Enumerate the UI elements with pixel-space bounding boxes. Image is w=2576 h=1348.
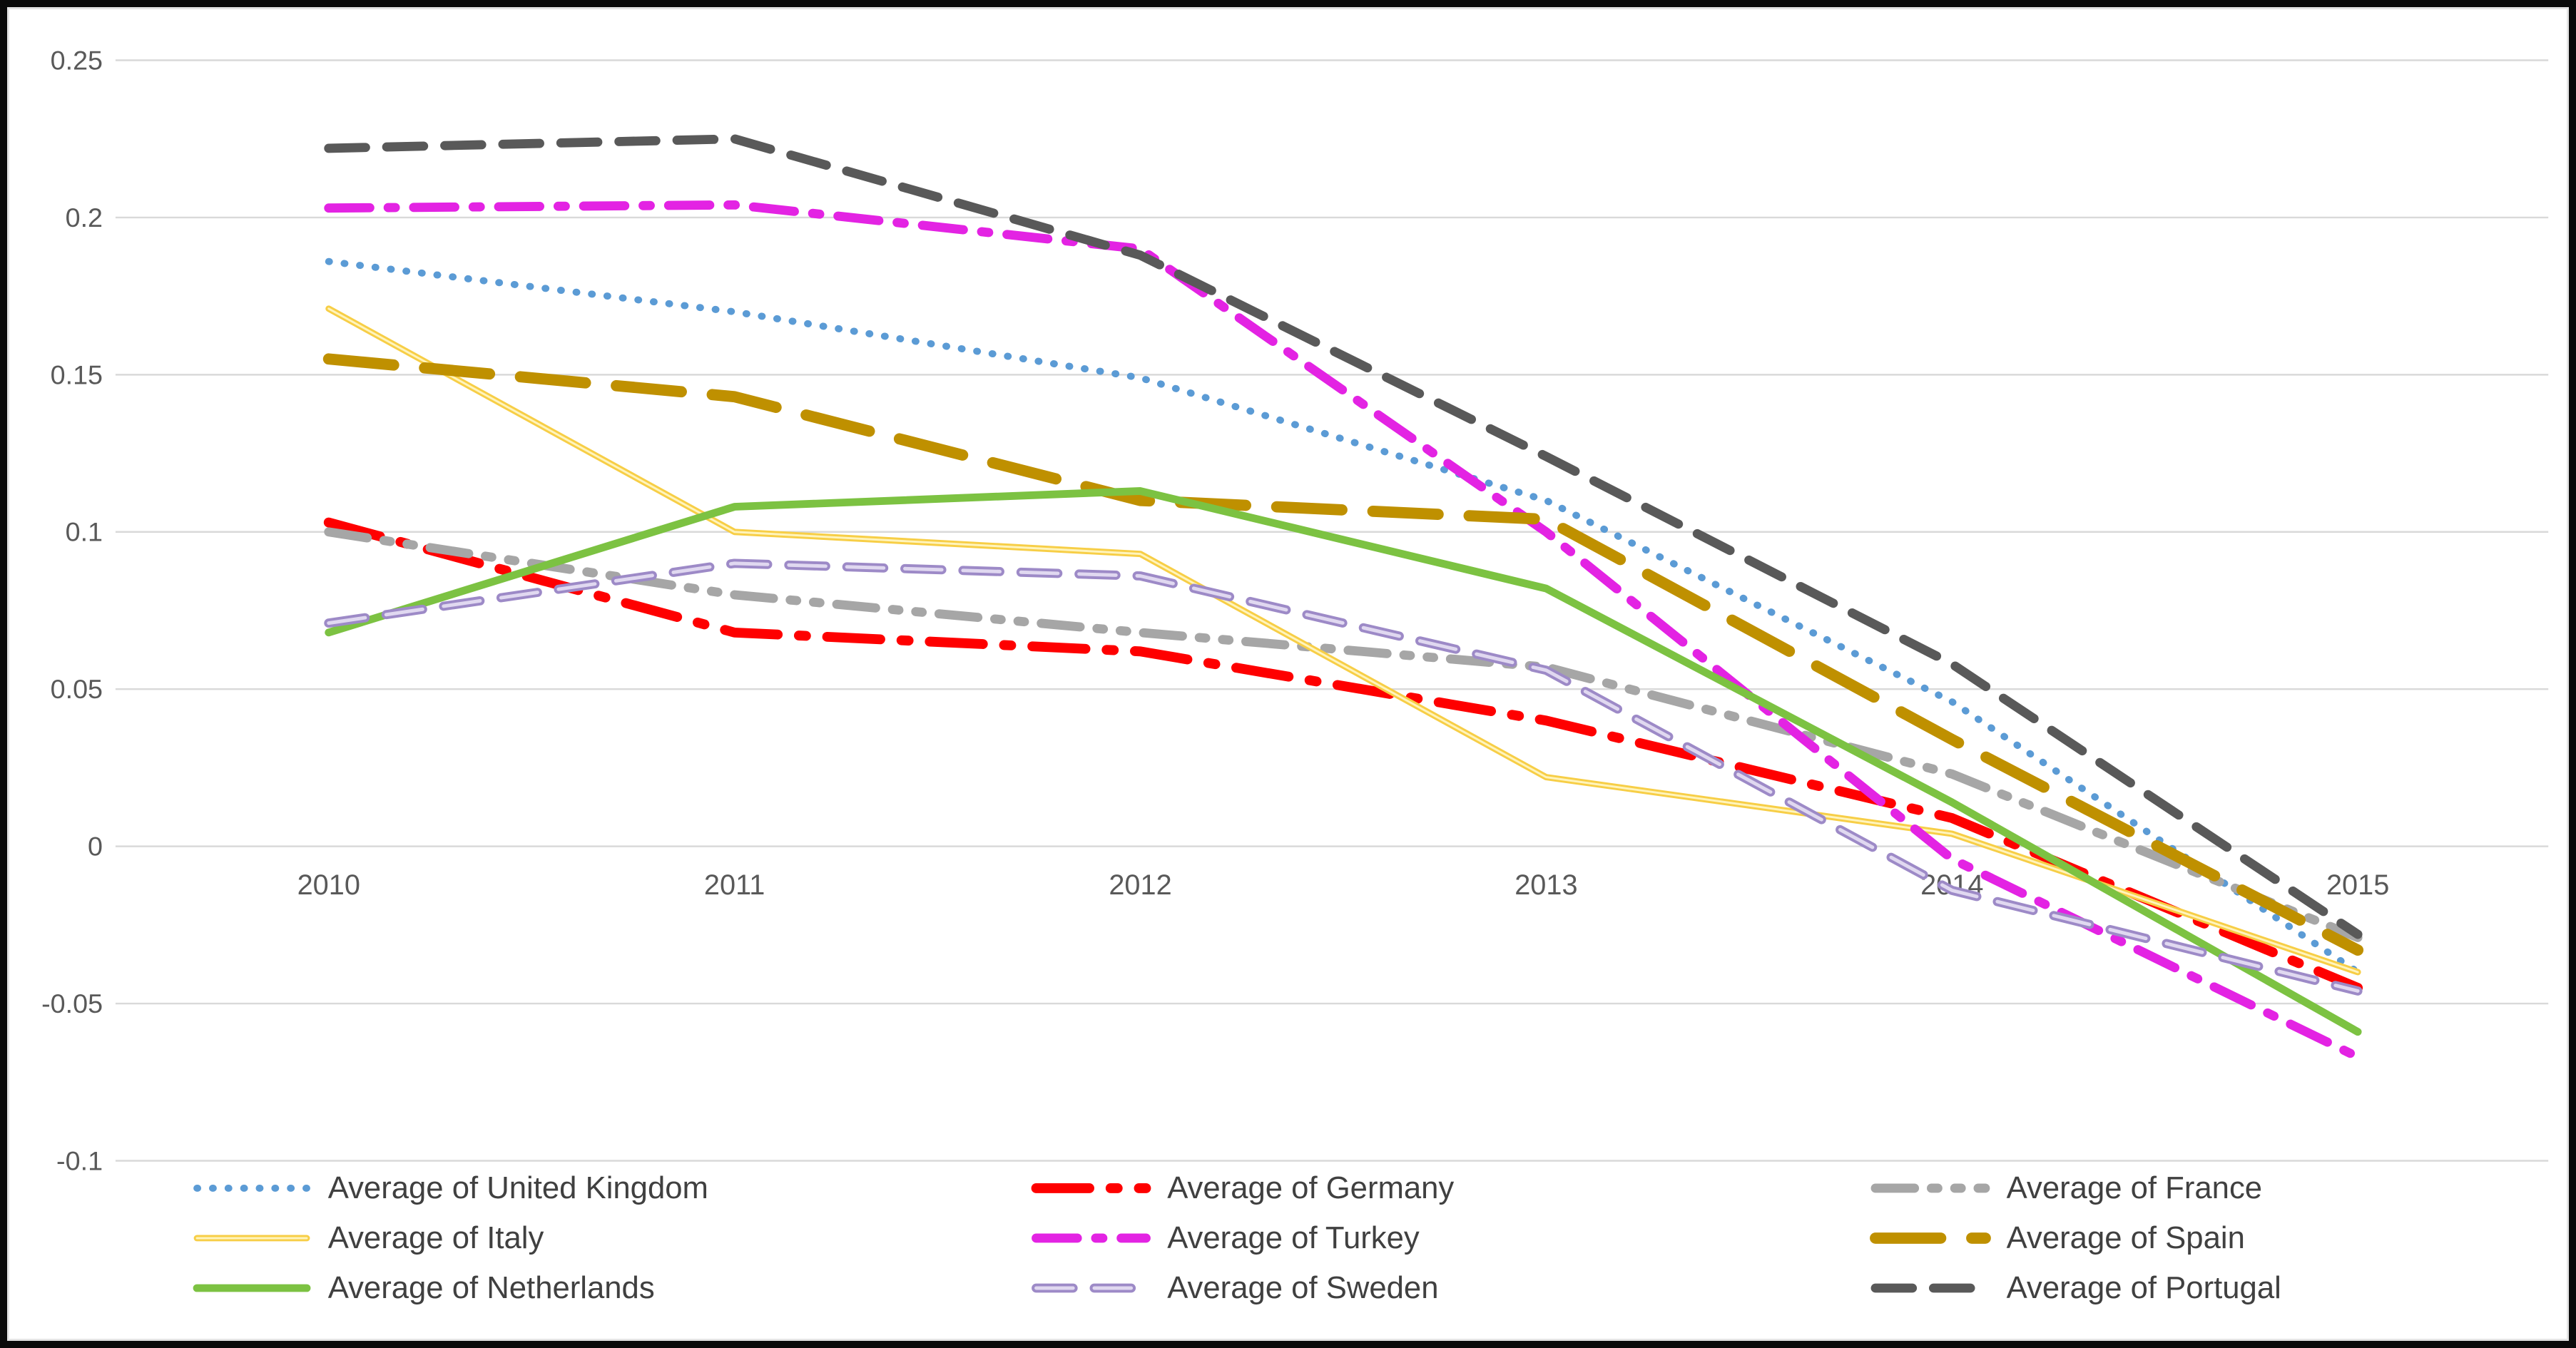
legend-item-average-of-spain: Average of Spain: [1870, 1221, 2245, 1255]
legend-label-average-of-united-kingdom: Average of United Kingdom: [328, 1171, 708, 1205]
legend-label-average-of-netherlands: Average of Netherlands: [328, 1271, 655, 1305]
gridlines: [115, 59, 2549, 1162]
legend-label-average-of-portugal: Average of Portugal: [2007, 1271, 2281, 1305]
legend-item-average-of-france: Average of France: [1870, 1171, 2262, 1205]
series-line-average-of-portugal: [324, 134, 2363, 939]
y-tick-label--0.05: -0.05: [41, 989, 103, 1018]
chart-area: 0.25 0.2 0.15 0.1 0.05 0 -0.05 -0.1 2010 2011 201…: [7, 7, 2569, 1341]
line-chart: 0.25 0.2 0.15 0.1 0.05 0 -0.05 -0.1 2010 2011 201…: [41, 46, 2549, 1305]
series-line-average-of-france: [324, 527, 2363, 942]
series-lines: [322, 134, 2364, 1062]
legend-label-average-of-italy: Average of Italy: [328, 1221, 544, 1255]
y-tick-label-0: 0: [88, 832, 103, 862]
series-line-average-of-turkey: [324, 200, 2363, 1062]
x-tick-label-2011: 2011: [704, 869, 765, 901]
series-line-average-of-sweden: [324, 558, 2363, 996]
legend-item-average-of-germany: Average of Germany: [1031, 1171, 1455, 1205]
legend-item-average-of-sweden: Average of Sweden: [1032, 1271, 1439, 1305]
legend-label-average-of-france: Average of France: [2007, 1171, 2262, 1205]
legend: Average of United Kingdom Average of Ital…: [193, 1171, 2281, 1305]
y-tick-label-0.1: 0.1: [66, 517, 103, 547]
legend-label-average-of-turkey: Average of Turkey: [1167, 1221, 1420, 1255]
y-tick-label-0.15: 0.15: [51, 359, 103, 389]
legend-label-average-of-germany: Average of Germany: [1167, 1171, 1454, 1205]
series-line-average-of-italy: [325, 305, 2361, 976]
legend-label-average-of-sweden: Average of Sweden: [1167, 1271, 1438, 1305]
legend-item-average-of-turkey: Average of Turkey: [1032, 1221, 1420, 1255]
x-tick-label-2010: 2010: [297, 869, 360, 901]
y-tick-label-0.2: 0.2: [66, 203, 103, 233]
y-tick-label-0.05: 0.05: [51, 674, 103, 704]
x-tick-label-2012: 2012: [1109, 869, 1171, 901]
legend-item-average-of-netherlands: Average of Netherlands: [193, 1271, 655, 1305]
y-axis-labels: 0.25 0.2 0.15 0.1 0.05 0 -0.05 -0.1: [41, 46, 103, 1176]
legend-item-average-of-italy: Average of Italy: [193, 1221, 544, 1255]
y-tick-label--0.1: -0.1: [56, 1146, 103, 1176]
legend-item-average-of-united-kingdom: Average of United Kingdom: [193, 1171, 708, 1205]
series-line-average-of-netherlands: [325, 487, 2362, 1036]
legend-item-average-of-portugal: Average of Portugal: [1870, 1271, 2281, 1305]
legend-label-average-of-spain: Average of Spain: [2007, 1221, 2245, 1255]
series-line-average-of-germany: [323, 517, 2363, 993]
x-tick-label-2013: 2013: [1514, 869, 1577, 901]
x-tick-label-2015: 2015: [2326, 869, 2389, 901]
series-line-core-average-of-sweden: [327, 561, 2360, 993]
series-line-average-of-spain: [322, 353, 2364, 956]
y-tick-label-0.25: 0.25: [51, 46, 103, 76]
series-line-average-of-united-kingdom: [325, 257, 2362, 976]
series-line-core-average-of-italy: [327, 307, 2359, 974]
